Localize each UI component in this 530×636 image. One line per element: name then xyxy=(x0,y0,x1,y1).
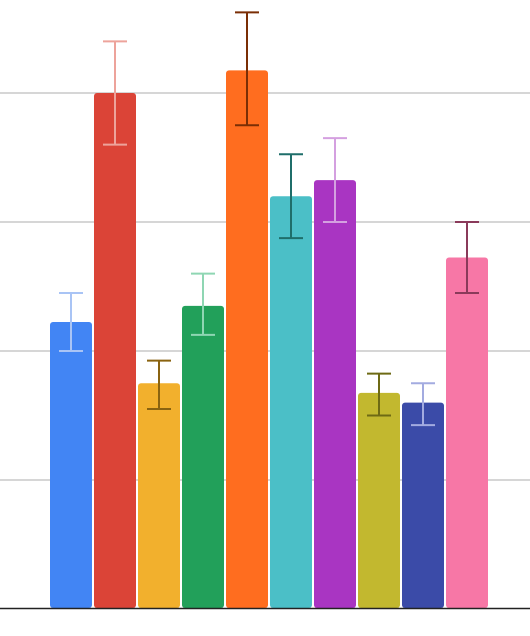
bar-4 xyxy=(182,305,224,608)
error-bar-7 xyxy=(323,137,347,223)
error-bars xyxy=(59,11,479,427)
bar-10 xyxy=(446,257,488,608)
bar-6 xyxy=(270,196,312,608)
bar-3 xyxy=(138,383,180,608)
bar-2 xyxy=(94,93,136,608)
error-bar-6 xyxy=(279,153,303,240)
error-bar-2 xyxy=(103,40,127,146)
error-bar-4 xyxy=(191,272,215,336)
error-bar-10 xyxy=(455,221,479,294)
error-bar-3 xyxy=(147,359,171,411)
error-bar-5 xyxy=(235,11,259,127)
bar-1 xyxy=(50,321,92,608)
error-bar-1 xyxy=(59,291,83,352)
bar-9 xyxy=(402,402,444,608)
error-bar-9 xyxy=(411,382,435,427)
error-bar-8 xyxy=(367,372,391,417)
bar-8 xyxy=(358,392,400,608)
bar-7 xyxy=(314,180,356,608)
bars xyxy=(50,70,488,609)
bar-5 xyxy=(226,70,268,609)
